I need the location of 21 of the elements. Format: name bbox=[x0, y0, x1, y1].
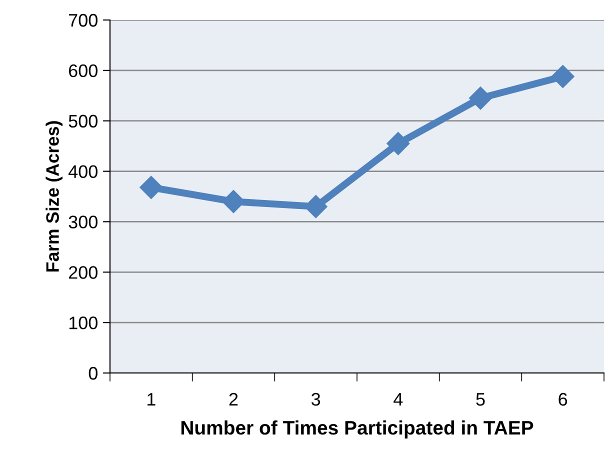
x-tick-label: 5 bbox=[476, 393, 485, 406]
point bbox=[140, 176, 163, 199]
y-tick-label: 700 bbox=[69, 14, 98, 27]
x-tick-label: 1 bbox=[148, 393, 156, 406]
point bbox=[386, 132, 410, 156]
y-tick-label: 0 bbox=[88, 366, 98, 380]
point bbox=[222, 190, 245, 214]
y-tick-label: 200 bbox=[68, 266, 98, 279]
x-tick-label: 6 bbox=[558, 392, 568, 406]
x-tick-label: 3 bbox=[312, 392, 320, 406]
y-axis-title: Farm Size (Acres) bbox=[46, 121, 63, 272]
y-tick-label: 600 bbox=[68, 64, 98, 78]
y-tick-label: 500 bbox=[68, 114, 98, 128]
y-tick-label: 100 bbox=[69, 316, 98, 330]
x-axis-title: Number of Times Participated in TAEP bbox=[181, 420, 534, 439]
y-tick-label: 300 bbox=[68, 216, 98, 228]
x-tick-label: 4 bbox=[394, 393, 403, 406]
y-tick-label: 400 bbox=[68, 165, 98, 178]
point bbox=[551, 64, 574, 88]
point bbox=[469, 86, 492, 110]
x-tick-label: 2 bbox=[229, 392, 238, 406]
